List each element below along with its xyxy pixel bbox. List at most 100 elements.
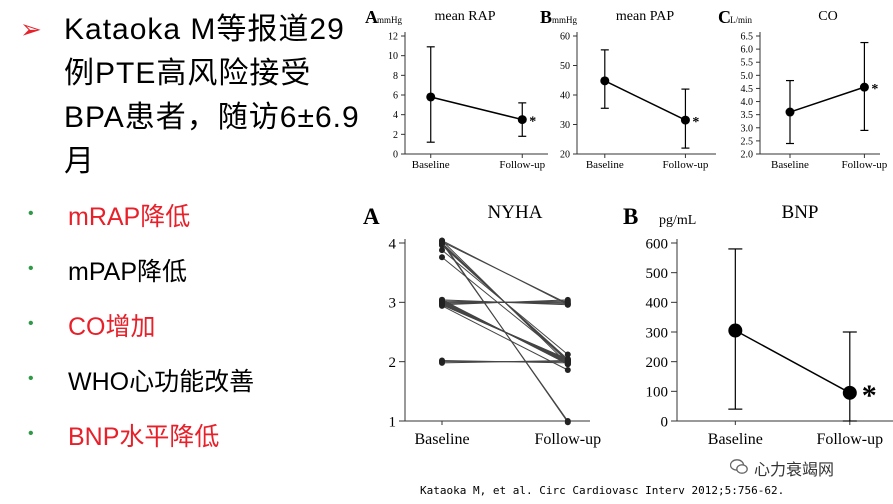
y-tick-label: 100 bbox=[646, 385, 669, 401]
x-tick-label: Baseline bbox=[586, 159, 624, 171]
unit-label: mmHg bbox=[377, 15, 403, 25]
y-tick-label: 600 bbox=[646, 236, 669, 252]
arrow-bullet-icon: ➢ bbox=[20, 14, 42, 44]
y-tick-label: 0 bbox=[661, 414, 669, 430]
x-tick-label: Follow-up bbox=[499, 159, 545, 171]
mean-point bbox=[842, 385, 857, 400]
patient-line bbox=[441, 241, 569, 304]
patient-point bbox=[439, 247, 445, 254]
y-tick-label: 5.0 bbox=[741, 71, 754, 82]
x-tick-label: Follow-up bbox=[841, 159, 887, 171]
chart-title: mean PAP bbox=[616, 9, 674, 24]
chart-title: mean RAP bbox=[434, 9, 495, 24]
bullet-dot-icon: • bbox=[28, 370, 34, 387]
y-tick-label: 40 bbox=[560, 91, 570, 102]
y-tick-label: 300 bbox=[646, 325, 669, 341]
y-tick-label: 2 bbox=[393, 130, 398, 141]
mean-line bbox=[789, 86, 865, 113]
y-tick-label: 8 bbox=[393, 71, 398, 82]
patient-line bbox=[441, 304, 568, 360]
y-tick-label: 20 bbox=[560, 150, 570, 161]
panel-letter: A bbox=[365, 7, 378, 27]
x-tick-label: Baseline bbox=[412, 159, 450, 171]
wechat-icon bbox=[729, 459, 748, 479]
y-tick-label: 3.0 bbox=[741, 123, 754, 134]
y-tick-label: 60 bbox=[560, 32, 570, 43]
patient-line bbox=[441, 299, 568, 306]
chart-title: BNP bbox=[782, 202, 819, 223]
patient-point bbox=[564, 357, 571, 364]
y-tick-label: 50 bbox=[560, 61, 570, 72]
patient-point bbox=[564, 418, 571, 424]
mean-point bbox=[859, 82, 869, 92]
mean-line bbox=[734, 329, 851, 394]
panel-letter: A bbox=[363, 204, 380, 229]
patient-point bbox=[564, 367, 571, 373]
significance-marker: * bbox=[529, 115, 536, 130]
x-tick-label: Baseline bbox=[771, 159, 809, 171]
citation: Kataoka M, et al. Circ Cardiovasc Interv… bbox=[420, 484, 785, 497]
mean-point bbox=[680, 115, 690, 125]
y-tick-label: 10 bbox=[388, 51, 398, 62]
significance-marker: * bbox=[692, 115, 699, 130]
patient-point bbox=[439, 254, 445, 261]
y-tick-label: 2.5 bbox=[741, 136, 754, 147]
y-tick-label: 6 bbox=[393, 91, 398, 102]
significance-marker: * bbox=[862, 379, 877, 412]
mean-point bbox=[426, 92, 436, 102]
bullet-text: WHO心功能改善 bbox=[68, 368, 255, 396]
mean-point bbox=[728, 323, 743, 338]
watermark-text: 心力衰竭网 bbox=[754, 460, 835, 479]
patient-point bbox=[439, 359, 445, 366]
bullet-dot-icon: • bbox=[28, 425, 34, 442]
chart-title: NYHA bbox=[488, 202, 543, 223]
panel-letter: B bbox=[623, 204, 638, 229]
y-tick-label: 12 bbox=[388, 32, 398, 43]
bullet-dot-icon: • bbox=[28, 260, 34, 277]
bullet-dot-icon: • bbox=[28, 205, 34, 222]
panel-letter: B bbox=[540, 7, 552, 27]
slide-heading: Kataoka M等报道29例PTE高风险接受BPA患者，随访6±6.9月 bbox=[64, 13, 360, 178]
y-tick-label: 6.5 bbox=[741, 32, 754, 43]
y-tick-label: 3 bbox=[389, 296, 397, 312]
significance-marker: * bbox=[871, 82, 878, 97]
bullet-text: CO增加 bbox=[68, 313, 156, 341]
watermark: 心力衰竭网 bbox=[729, 456, 835, 480]
y-tick-label: 4.5 bbox=[741, 84, 754, 95]
bullet-dot-icon: • bbox=[28, 315, 34, 332]
unit-label: L/min bbox=[730, 15, 752, 25]
panel-letter: C bbox=[718, 7, 731, 27]
bullet-text: BNP水平降低 bbox=[68, 423, 220, 451]
mean-point bbox=[785, 107, 795, 117]
chart-title: CO bbox=[818, 9, 837, 24]
y-tick-label: 5.5 bbox=[741, 58, 754, 69]
y-tick-label: 3.5 bbox=[741, 110, 754, 121]
y-tick-label: 30 bbox=[560, 120, 570, 131]
mean-point bbox=[600, 76, 610, 86]
patient-line bbox=[441, 359, 568, 364]
y-tick-label: 0 bbox=[393, 150, 398, 161]
y-tick-label: 6.0 bbox=[741, 45, 754, 56]
y-tick-label: 4 bbox=[389, 236, 397, 252]
x-tick-label: Follow-up bbox=[534, 431, 601, 448]
patient-line bbox=[441, 305, 569, 371]
bullet-text: mPAP降低 bbox=[68, 258, 187, 286]
patient-point bbox=[439, 302, 445, 309]
x-tick-label: Follow-up bbox=[816, 431, 883, 448]
y-tick-label: 4 bbox=[393, 110, 398, 121]
x-tick-label: Follow-up bbox=[662, 159, 708, 171]
bullet-text: mRAP降低 bbox=[68, 203, 191, 231]
x-tick-label: Baseline bbox=[708, 431, 763, 448]
patient-line bbox=[441, 256, 569, 360]
mean-point bbox=[517, 115, 527, 125]
x-tick-label: Baseline bbox=[414, 431, 469, 448]
y-tick-label: 400 bbox=[646, 296, 669, 312]
patient-point bbox=[564, 296, 571, 303]
y-tick-label: 4.0 bbox=[741, 97, 754, 108]
mean-line bbox=[430, 96, 523, 121]
y-tick-label: 1 bbox=[389, 414, 397, 430]
unit-label: pg/mL bbox=[659, 213, 696, 228]
y-tick-label: 2 bbox=[389, 355, 397, 371]
mean-line bbox=[604, 80, 686, 121]
